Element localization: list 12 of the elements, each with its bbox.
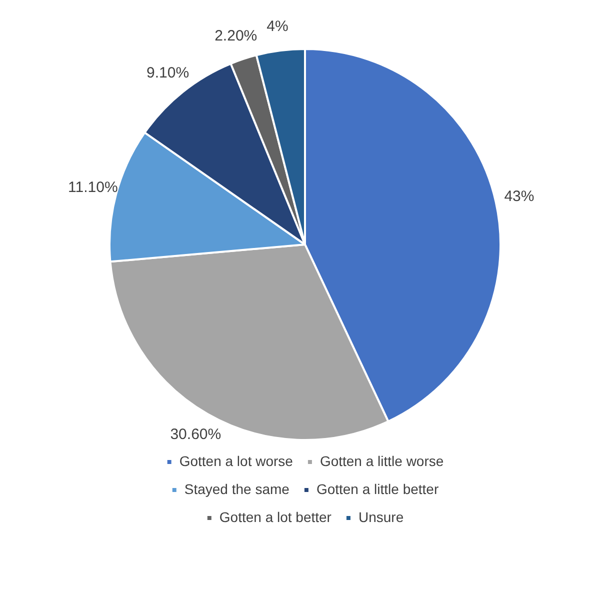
legend-label: Gotten a little better (316, 480, 439, 497)
legend-label: Gotten a little worse (320, 452, 444, 469)
data-label: 2.20% (214, 27, 258, 44)
legend-label: Unsure (358, 508, 404, 525)
data-label: 4% (266, 18, 288, 35)
legend-label: Gotten a lot better (219, 508, 332, 525)
data-label: 30.60% (170, 426, 222, 443)
legend-label: Gotten a lot worse (179, 452, 294, 469)
data-label: 43% (504, 188, 534, 205)
legend-label: Stayed the same (184, 480, 290, 497)
data-label: 9.10% (146, 64, 190, 82)
data-label: 11.10% (68, 179, 118, 196)
